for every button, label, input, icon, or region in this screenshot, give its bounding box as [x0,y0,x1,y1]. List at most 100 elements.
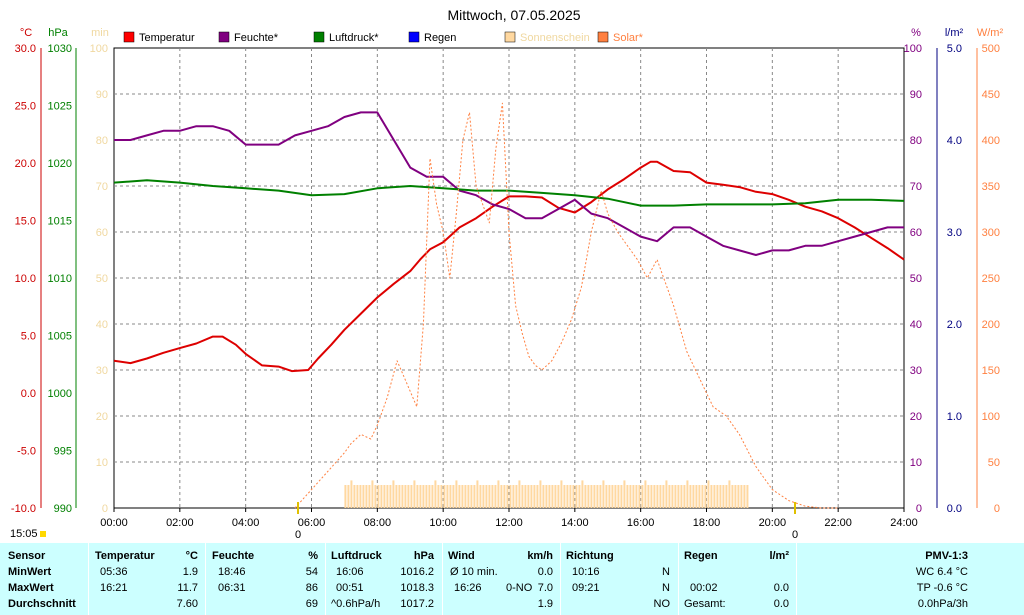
sunshine-bar [713,485,716,508]
sunshine-bar [575,485,578,508]
temp-tick-label: 15.0 [15,216,36,228]
max-temp-value: 11.7 [177,582,198,594]
sunshine-bar [365,485,368,508]
legend-swatch [504,31,516,43]
max-dir-value: N [662,582,670,594]
hum-tick-label: 70 [910,181,922,193]
header-wind: Wind [448,550,475,562]
sunshine-bar [692,485,695,508]
sunshine-bar [602,480,605,508]
sunshine-bar [503,485,506,508]
series-line-feuchte [114,111,904,256]
legend-label: Sonnenschein [520,32,590,44]
hum-tick-label: 80 [910,135,922,147]
press-unit-label: hPa [48,27,68,39]
sunshine-bar [497,480,500,508]
press-tick-label: 1015 [48,216,72,228]
x-tick-label: 10:00 [429,517,457,529]
legend-label: Feuchte* [234,32,279,44]
sunshine-bar [389,485,392,508]
sunshine-bar [584,485,587,508]
x-tick-label: 18:00 [693,517,721,529]
temp-unit-label: °C [20,27,32,39]
sunshine-bar [344,485,347,508]
sunshine-bar [611,485,614,508]
x-tick-label: 04:00 [232,517,260,529]
press-tick-label: 1030 [48,43,72,55]
x-tick-label: 24:00 [890,517,918,529]
max-rain-value: 0.0 [773,582,789,594]
min-dir-time: 10:16 [572,566,600,578]
solar-tick-label: 400 [982,135,1000,147]
hum-unit-label: % [911,27,921,39]
solar-tick-label: 0 [994,503,1000,515]
avg-press-trend: ^0.6hPa/h [331,598,381,610]
sunshine-bar [671,485,674,508]
table-divider [560,543,561,615]
max-hum-time: 06:31 [218,582,246,594]
sunshine-bar [608,485,611,508]
sunshine-bar [419,485,422,508]
sunshine-bar [629,485,632,508]
sunshine-bar [704,485,707,508]
sunshine-bar [722,485,725,508]
sunshine-bar [596,485,599,508]
x-tick-label: 06:00 [298,517,326,529]
sunshine-bar [545,485,548,508]
min-temp-time: 05:36 [100,566,128,578]
header-temp-unit: °C [185,550,198,562]
sunshine-bar [461,485,464,508]
sunshine-bar [560,480,563,508]
solar-tick-label: 200 [982,319,1000,331]
sunshine-bar [653,485,656,508]
x-tick-label: 12:00 [495,517,523,529]
statistics-table: Sensor Temperatur °C Feuchte % Luftdruck… [0,543,1024,615]
sunshine-bar [554,485,557,508]
temp-tick-label: 10.0 [15,273,36,285]
sunshine-bar [482,485,485,508]
sunshine-bar [638,485,641,508]
avg-dir-value: NO [653,598,671,610]
current-time-marker [40,531,46,537]
table-divider [325,543,326,615]
press-tick-label: 1025 [48,101,72,113]
min-tick-label: 70 [96,181,108,193]
series-line-temperatur [113,160,905,373]
sunshine-bar [716,485,719,508]
rain-tick-label: 2.0 [947,319,962,331]
sunshine-bar [644,480,647,508]
legend-label: Luftdruck* [329,32,379,44]
header-feuchte-unit: % [308,550,318,562]
sunshine-bar [740,485,743,508]
avg-wind-value: 1.9 [537,598,553,610]
sunshine-bar [410,485,413,508]
sunshine-bar [710,485,713,508]
sunshine-bar [356,485,359,508]
legend-swatch [408,31,420,43]
sunshine-bar [566,485,569,508]
sunshine-bar [620,485,623,508]
min-wind-label: Ø 10 min. [450,566,498,578]
sunshine-bar [476,480,479,508]
sunshine-bar [647,485,650,508]
sunshine-bar [542,485,545,508]
max-temp-time: 16:21 [100,582,128,594]
legend-swatch [123,31,135,43]
sunshine-bar [701,485,704,508]
sunshine-bar [635,485,638,508]
max-wind-direction: 0-NO [506,582,533,594]
sunshine-bar [428,485,431,508]
min-wind-value: 0.0 [537,566,553,578]
sunshine-bar [626,485,629,508]
sunshine-bar [446,485,449,508]
sunshine-bar [473,485,476,508]
sunshine-bar [593,485,596,508]
legend-swatch [313,31,325,43]
min-tick-label: 10 [96,457,108,469]
header-pmv: PMV-1:3 [925,550,968,562]
sunshine-bar [719,485,722,508]
solar-tick-label: 450 [982,89,1000,101]
sunshine-bar [557,485,560,508]
solar-tick-label: 100 [982,411,1000,423]
sunshine-bar [548,485,551,508]
